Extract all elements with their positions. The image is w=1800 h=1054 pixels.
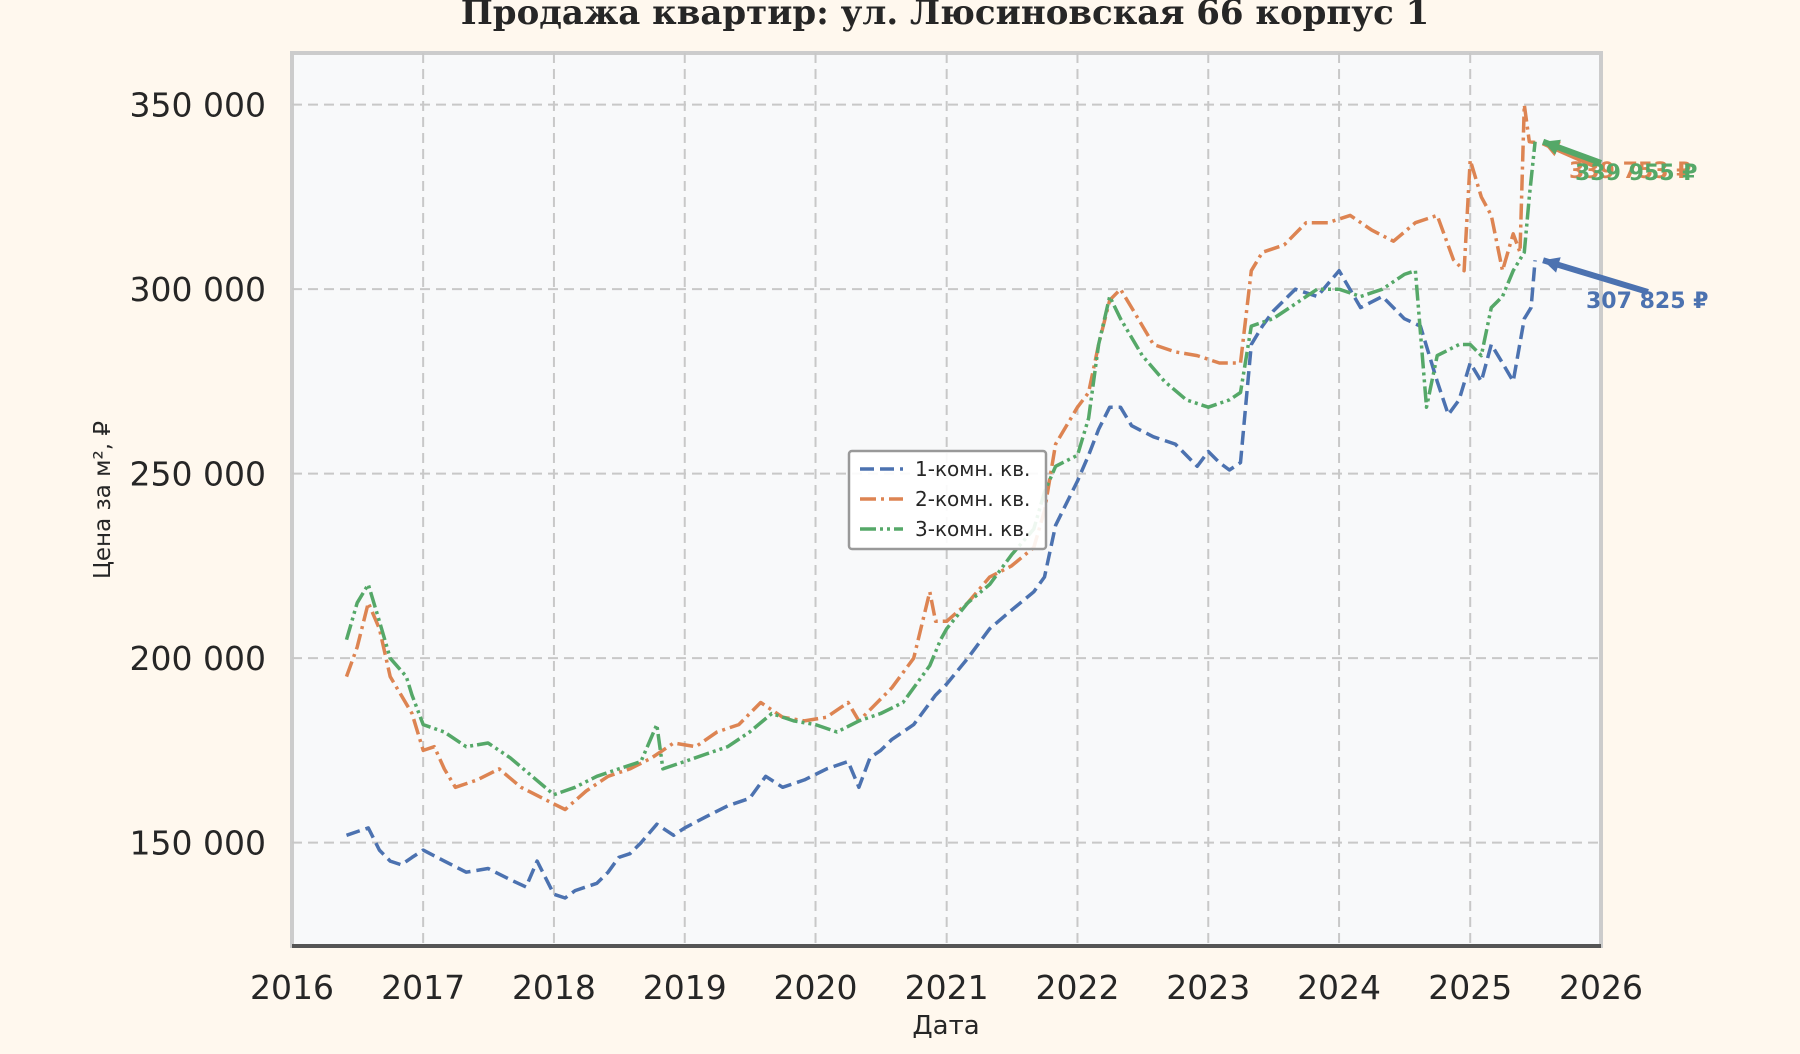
y-tick-label: 250 000	[130, 455, 266, 494]
series-line-3k	[344, 141, 1537, 797]
y-tick-label: 150 000	[130, 824, 266, 863]
x-tick-label: 2023	[1166, 968, 1250, 1007]
x-ticks: 2016 2017 2018 2019 2020 2021 2022 2023 2024 2025…	[250, 968, 1643, 1007]
x-tick-label: 2021	[905, 968, 989, 1007]
x-tick-label: 2019	[643, 968, 727, 1007]
legend: 1-комн. кв. 2-комн. кв. 3-комн. кв.	[847, 449, 1048, 551]
series-lines	[344, 102, 1537, 900]
series-line-1k	[345, 260, 1537, 900]
legend-box	[847, 449, 1048, 551]
series-line-2k	[344, 102, 1536, 812]
x-tick-label: 2020	[774, 968, 858, 1007]
y-axis-label: Цена за м², ₽	[90, 421, 116, 579]
x-tick-label: 2026	[1559, 968, 1643, 1007]
y-ticks: 150 000 200 000 250 000 300 000 350 000	[130, 86, 266, 863]
legend-label-3k: 3-комн. кв.	[915, 517, 1030, 541]
y-tick-label: 200 000	[130, 639, 266, 678]
annotation-arrow-1k	[1542, 257, 1649, 295]
annotation-arrowhead-1k	[1543, 257, 1561, 273]
x-tick-label: 2024	[1297, 968, 1381, 1007]
grid	[292, 53, 1601, 946]
annotations: 307 825 ₽ 339 753 ₽339 955 ₽	[1541, 138, 1708, 314]
x-axis-label: Дата	[912, 1011, 979, 1041]
annotation-label-3k: 339 955 ₽	[1575, 161, 1697, 186]
chart-title: Продажа квартир: ул. Люсиновская 66 корп…	[461, 0, 1430, 33]
legend-label-2k: 2-комн. кв.	[915, 487, 1030, 511]
y-tick-label: 300 000	[130, 270, 266, 309]
x-tick-label: 2017	[381, 968, 465, 1007]
annotation-arrowhead-3k	[1543, 139, 1561, 155]
x-tick-label: 2022	[1035, 968, 1119, 1007]
legend-label-1k: 1-комн. кв.	[915, 457, 1030, 481]
x-tick-label: 2025	[1428, 968, 1512, 1007]
x-tick-label: 2018	[512, 968, 596, 1007]
y-tick-label: 350 000	[130, 86, 266, 125]
annotation-label-2k: 339 753 ₽	[1569, 159, 1691, 184]
x-tick-label: 2016	[250, 968, 334, 1007]
annotation-label-1k: 307 825 ₽	[1586, 289, 1708, 314]
